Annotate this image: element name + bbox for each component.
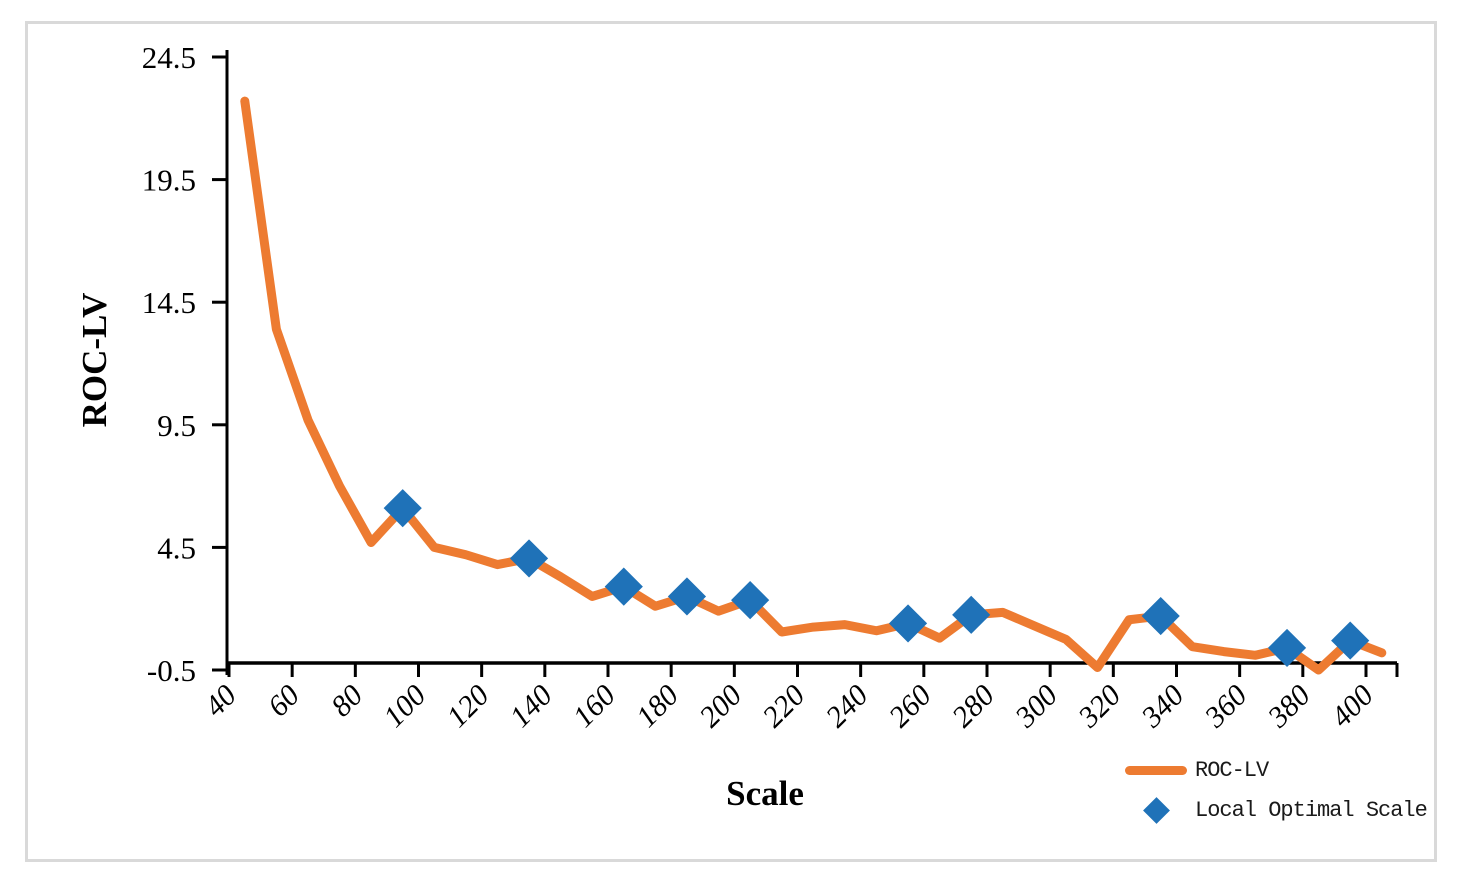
x-tick-label: 160 (567, 679, 622, 734)
local-optimal-scale-marker (1141, 596, 1180, 636)
y-axis-title: ROC-LV (75, 292, 114, 428)
x-tick-label: 400 (1325, 679, 1380, 734)
legend-entry-local-optimal-scale: Local Optimal Scale (1125, 790, 1435, 830)
x-tick-label: 80 (325, 679, 370, 724)
local-optimal-scale-marker (383, 489, 422, 528)
y-tick-label: 19.5 (142, 163, 196, 198)
x-axis-title: Scale (726, 774, 804, 813)
figure-border-frame (25, 21, 1437, 862)
x-axis-tick-labels: 40 60 80 100 120 140 160 180 200 220 240 260 280 300 3… (198, 679, 1380, 735)
local-optimal-scale-marker (509, 539, 549, 578)
x-tick-label: 40 (198, 679, 243, 724)
y-tick-label: 9.5 (157, 408, 196, 443)
x-tick-label: 120 (440, 679, 495, 734)
x-tick-label: 180 (630, 679, 685, 734)
x-tick-label: 280 (946, 679, 1001, 734)
x-tick-label: 340 (1135, 679, 1191, 735)
local-optimal-scale-markers (383, 489, 1370, 668)
legend: ROC-LV Local Optimal Scale (1125, 750, 1435, 830)
diamond-marker-icon (1142, 796, 1170, 824)
local-optimal-scale-marker (888, 604, 928, 643)
x-tick-label: 260 (883, 679, 938, 734)
local-optimal-scale-marker (1267, 628, 1307, 668)
y-tick-label: 14.5 (142, 285, 196, 320)
y-tick-label: -0.5 (147, 653, 196, 688)
x-tick-label: 360 (1198, 679, 1254, 735)
x-tick-label: 60 (262, 679, 307, 724)
x-tick-label: 200 (693, 679, 748, 734)
x-tick-label: 320 (1071, 679, 1127, 735)
x-tick-label: 140 (504, 679, 559, 734)
x-tick-label: 300 (1008, 679, 1064, 735)
legend-diamond-swatch (1125, 796, 1187, 824)
legend-label-local-optimal-scale: Local Optimal Scale (1195, 797, 1428, 823)
axes (212, 50, 1399, 677)
x-tick-label: 220 (756, 679, 811, 734)
legend-line-swatch (1125, 765, 1187, 775)
y-tick-label: 24.5 (142, 40, 196, 75)
local-optimal-scale-marker (1331, 621, 1370, 660)
local-optimal-scale-marker (667, 577, 707, 616)
legend-entry-roc-lv: ROC-LV (1125, 750, 1435, 790)
x-tick-label: 100 (377, 679, 432, 734)
y-axis-tick-labels: 24.5 19.5 14.5 9.5 4.5 -0.5 (142, 40, 196, 688)
y-tick-label: 4.5 (157, 530, 196, 565)
x-tick-label: 380 (1261, 679, 1317, 735)
x-tick-label: 240 (819, 679, 874, 734)
roc-lv-line-series (240, 96, 1387, 675)
legend-label-roc-lv: ROC-LV (1195, 757, 1269, 783)
